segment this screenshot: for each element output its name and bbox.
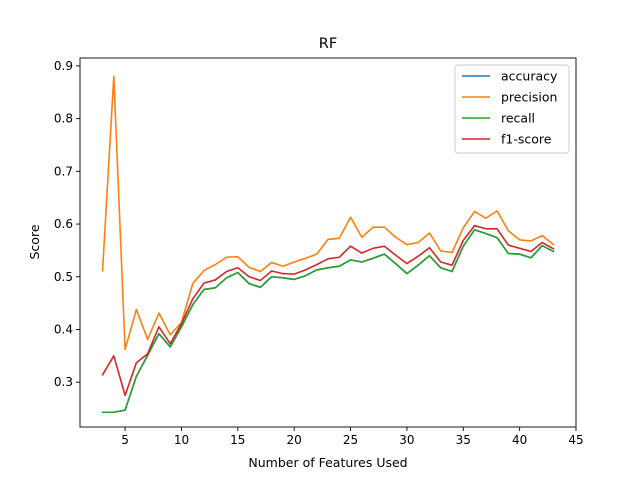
y-tick-label: 0.5 (54, 270, 73, 284)
x-tick-label: 35 (456, 433, 471, 447)
legend-label-accuracy: accuracy (501, 69, 558, 84)
series-layer (101, 75, 555, 414)
series-line-precision (101, 75, 555, 351)
x-tick-label: 20 (287, 433, 302, 447)
x-tick-label: 40 (512, 433, 527, 447)
plot-area (79, 57, 577, 428)
legend: accuracy precision recall f1-score (454, 64, 570, 154)
series-line-recall (101, 229, 555, 414)
legend-box (454, 64, 570, 154)
y-axis-label: Score (27, 224, 42, 259)
legend-label-precision: precision (501, 90, 557, 105)
plot-frame (79, 57, 577, 428)
y-tick-label: 0.9 (54, 59, 73, 73)
series-line-f1-score (101, 224, 555, 397)
y-tick-label: 0.6 (54, 217, 73, 231)
legend-label-f1-score: f1-score (501, 132, 552, 147)
chart-title: RF (319, 36, 337, 52)
x-axis-label: Number of Features Used (248, 455, 407, 470)
x-tick-label: 25 (343, 433, 358, 447)
legend-label-recall: recall (501, 111, 535, 126)
x-tick-label: 15 (230, 433, 245, 447)
y-tick-label: 0.4 (54, 322, 73, 336)
x-axis: 5 10 15 20 25 30 35 40 45 (121, 427, 584, 447)
y-tick-label: 0.3 (54, 375, 73, 389)
x-tick-label: 5 (121, 433, 129, 447)
x-tick-label: 30 (399, 433, 414, 447)
y-axis: 0.3 0.4 0.5 0.6 0.7 0.8 0.9 (54, 59, 80, 389)
x-tick-label: 45 (568, 433, 583, 447)
x-tick-label: 10 (174, 433, 189, 447)
y-tick-label: 0.8 (54, 112, 73, 126)
series-line-accuracy (101, 229, 555, 414)
y-tick-label: 0.7 (54, 164, 73, 178)
